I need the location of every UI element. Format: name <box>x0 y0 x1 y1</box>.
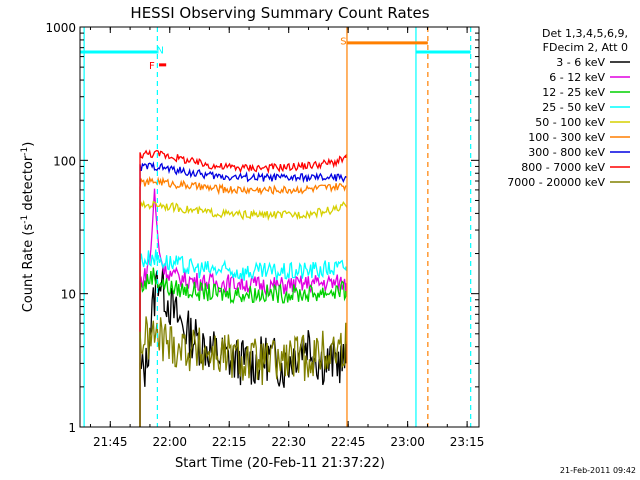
x-tick-label: 23:15 <box>450 435 485 449</box>
series-line <box>139 161 347 427</box>
y-axis: 1 10 100 1000 <box>45 21 479 435</box>
legend-entry-label: 3 - 6 keV <box>556 56 605 69</box>
x-axis: 21:45 22:00 22:15 22:30 22:45 23:00 23:15 <box>89 27 485 449</box>
legend-entry-label: 100 - 300 keV <box>528 131 605 144</box>
x-tick-label: 22:30 <box>271 435 306 449</box>
legend-entry-label: 800 - 7000 keV <box>521 161 605 174</box>
chart-title: HESSI Observing Summary Count Rates <box>130 4 429 22</box>
legend: Det 1,3,4,5,6,9,FDecim 2, Att 0 3 - 6 keV… <box>507 27 630 189</box>
series-line <box>139 199 347 427</box>
series-line <box>139 175 347 427</box>
series-line <box>139 149 347 427</box>
y-axis-label-superscript: -1 <box>20 215 30 224</box>
x-tick-label: 22:45 <box>331 435 366 449</box>
y-tick-label: 10 <box>61 288 76 302</box>
y-axis-label-superscript: -1 <box>20 147 30 156</box>
legend-entry-label: 7000 - 20000 keV <box>507 176 605 189</box>
legend-header: FDecim 2, Att 0 <box>543 41 628 54</box>
annotation-label: N <box>156 45 163 56</box>
y-axis-label: Count Rate (s-1 detector-1) <box>20 142 36 313</box>
annotation-label: F <box>149 61 155 72</box>
y-axis-label-part: ) <box>21 142 36 147</box>
timestamp: 21-Feb-2011 09:42 <box>560 466 636 475</box>
legend-header: Det 1,3,4,5,6,9, <box>542 27 628 40</box>
annotation-label: S <box>340 37 346 48</box>
x-tick-label: 22:00 <box>152 435 187 449</box>
series-line <box>139 316 347 427</box>
series-line <box>139 188 347 427</box>
legend-entry-label: 25 - 50 keV <box>542 101 605 114</box>
y-axis-label-part: detector <box>21 155 36 215</box>
x-tick-label: 21:45 <box>93 435 128 449</box>
y-axis-label-part: Count Rate (s <box>21 224 36 313</box>
markers-layer: NF S <box>80 27 472 427</box>
plot-frame <box>79 26 480 428</box>
data-layer <box>139 149 347 427</box>
x-tick-label: 23:00 <box>390 435 425 449</box>
y-tick-label: 100 <box>53 154 76 168</box>
legend-entry-label: 300 - 800 keV <box>528 146 605 159</box>
series-line <box>139 267 347 427</box>
y-tick-label: 1 <box>68 421 76 435</box>
series-line <box>139 249 347 427</box>
y-tick-label: 1000 <box>45 21 76 35</box>
x-tick-label: 22:15 <box>212 435 247 449</box>
legend-entry-label: 50 - 100 keV <box>535 116 605 129</box>
x-axis-label: Start Time (20-Feb-11 21:37:22) <box>175 456 385 471</box>
legend-entry-label: 6 - 12 keV <box>549 71 605 84</box>
legend-entry-label: 12 - 25 keV <box>542 86 605 99</box>
